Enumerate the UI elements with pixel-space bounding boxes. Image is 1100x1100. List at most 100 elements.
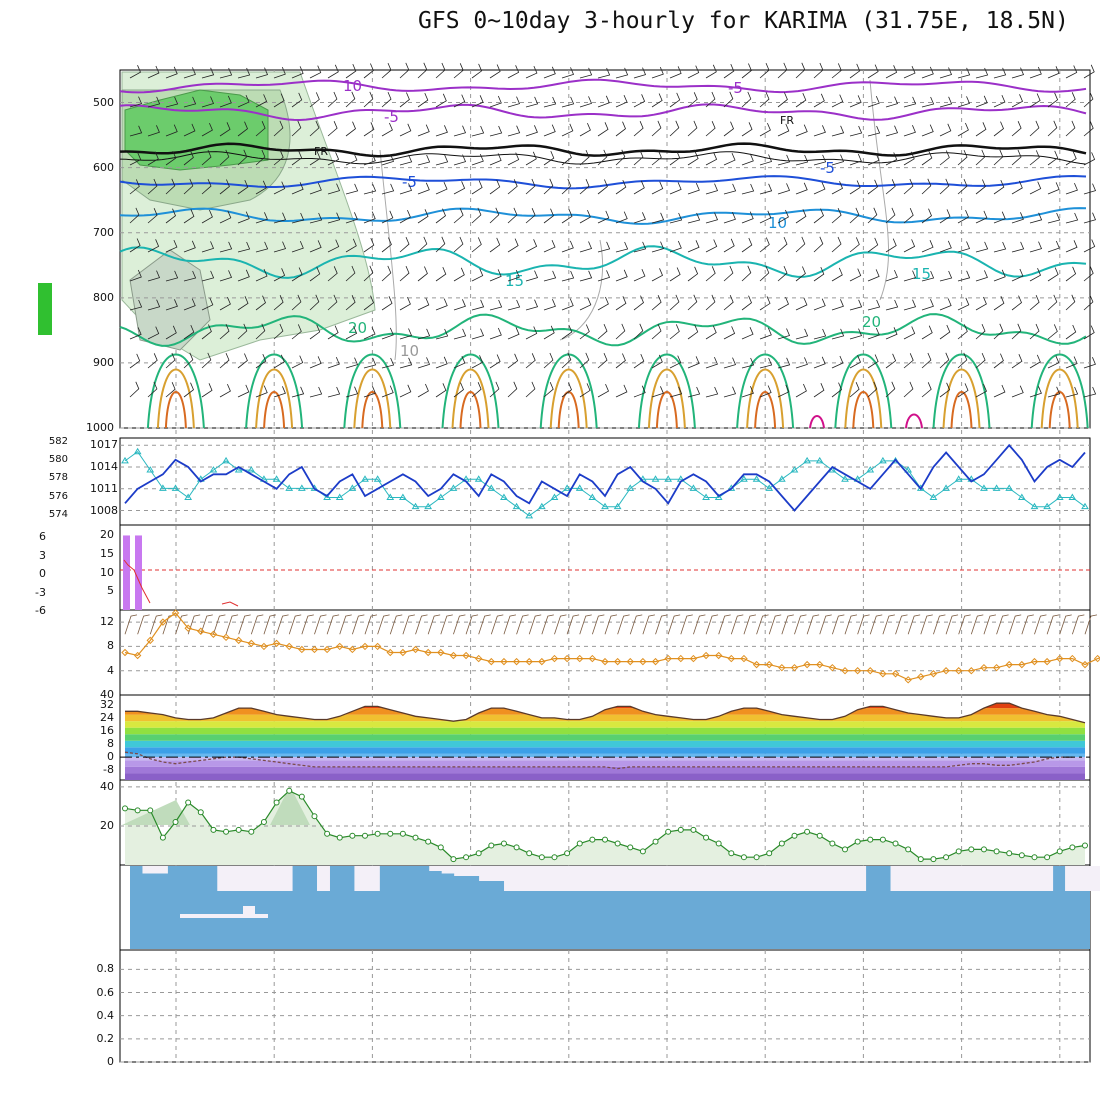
wind-barb-10m	[996, 614, 1009, 635]
wind-tick: 40	[100, 688, 114, 701]
wind-speed-point	[727, 654, 736, 663]
wind-barb	[147, 299, 161, 311]
cape-tick: 5	[107, 584, 114, 598]
wind-barb	[633, 323, 644, 340]
wind-speed-point	[778, 663, 786, 672]
wind-barb	[471, 125, 485, 137]
thickness-point	[500, 493, 508, 501]
cloud-high-gap	[1027, 866, 1041, 891]
wind-barb	[1011, 295, 1022, 311]
wind-speed-point	[348, 645, 357, 654]
wind-barb	[993, 94, 1006, 108]
wind-barb	[795, 124, 808, 137]
wind-barb	[345, 265, 356, 282]
contour-label: 10	[400, 342, 419, 360]
wind-barb	[273, 386, 286, 398]
wind-barb	[759, 122, 771, 137]
wind-barb	[201, 149, 212, 166]
rh-point	[879, 836, 886, 843]
wind-barb	[1083, 121, 1094, 137]
wind-barb	[723, 63, 735, 79]
thickness-point	[765, 484, 774, 491]
rh-point	[829, 840, 836, 847]
wind-barb	[183, 298, 196, 311]
rh-point	[854, 838, 861, 845]
wind-barb	[921, 299, 934, 311]
wind-barb	[183, 382, 194, 398]
wind-barb	[309, 182, 322, 195]
wind-barb	[525, 270, 539, 282]
temperature-contour	[852, 391, 875, 429]
wind-barb	[651, 241, 665, 253]
wind-speed-point	[500, 657, 508, 666]
wind-barb	[705, 356, 718, 369]
wind-barb	[237, 94, 250, 108]
panel-frame	[119, 949, 1091, 1063]
wind-barb	[561, 67, 575, 79]
wind-barb	[1011, 121, 1022, 137]
wind-speed-point	[891, 670, 900, 678]
wind-barb	[525, 208, 536, 224]
temp-band	[125, 753, 1085, 758]
cloud-high-gap	[790, 866, 804, 891]
wind-barb-10m	[250, 614, 264, 635]
wind-speed-point	[512, 657, 521, 666]
wind-barb	[921, 352, 932, 369]
rh-point	[665, 828, 672, 835]
wind-barb	[1083, 152, 1096, 166]
wind-barb	[867, 237, 879, 253]
wind-barb	[183, 270, 197, 282]
wind-barb	[705, 325, 717, 340]
wind-barb	[147, 125, 160, 137]
wind-barb	[777, 357, 791, 369]
wind-barb	[165, 325, 177, 340]
wind-barb	[489, 207, 500, 224]
thickness-point	[626, 484, 635, 491]
precip-tick: 0.6	[96, 985, 115, 999]
thickness-point	[159, 484, 167, 491]
wind-barb	[561, 298, 574, 311]
wind-barb	[399, 328, 413, 340]
wind-barb	[255, 295, 266, 311]
temperature-contour	[905, 413, 923, 429]
wind-barb-10m	[1034, 614, 1047, 635]
wind-barb	[921, 96, 935, 108]
wind-barb	[129, 179, 140, 195]
wind-barb	[507, 65, 520, 79]
wind-barb	[435, 208, 446, 224]
wind-speed-point	[714, 651, 723, 660]
wind-barb	[687, 240, 700, 253]
wind-barb-10m	[819, 614, 832, 635]
rh-point	[564, 850, 571, 857]
wind-barb	[1065, 65, 1078, 79]
wind-speed-point	[399, 648, 407, 657]
wind-barb	[975, 241, 989, 253]
wind-speed-point	[576, 654, 584, 663]
wind-barb	[777, 154, 791, 166]
wind-barb	[903, 353, 914, 369]
wind-barb-10m	[756, 614, 769, 635]
li-series	[221, 601, 239, 607]
wind-barb	[147, 353, 158, 369]
wind-barb	[1047, 386, 1061, 398]
thickness-point	[525, 511, 534, 519]
wind-barb-10m	[124, 614, 138, 635]
cloud-high-gap	[990, 866, 1004, 891]
wind-barb	[1029, 241, 1043, 253]
wind-barb	[921, 382, 932, 398]
thickness-point	[740, 475, 748, 482]
rh-point	[538, 854, 545, 861]
rh-point	[753, 854, 760, 861]
wind-barb	[579, 67, 593, 79]
wind-barb	[273, 212, 287, 224]
wind-barb	[759, 237, 770, 253]
contour-label: -5	[384, 108, 399, 126]
rh-point	[1082, 842, 1088, 849]
wind-barb	[741, 122, 753, 137]
cloud-high-gap	[828, 866, 842, 891]
thickness-point	[942, 484, 950, 491]
wind-barb	[615, 179, 627, 195]
cloud-high-gap	[541, 866, 555, 891]
wind-barb	[273, 323, 284, 340]
contour-label: 15	[505, 272, 524, 290]
